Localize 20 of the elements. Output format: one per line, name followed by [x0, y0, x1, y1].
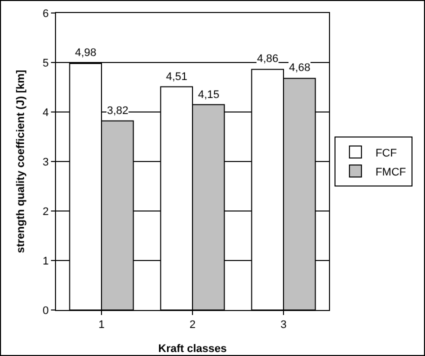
data-label: 4,51	[166, 71, 188, 83]
legend-label: FMCF	[375, 166, 406, 178]
data-label: 4,68	[289, 62, 310, 74]
y-tick-label: 4	[42, 106, 49, 119]
data-label: 4,98	[75, 47, 96, 59]
legend-label: FCF	[375, 147, 398, 160]
y-tick-label: 1	[42, 255, 49, 268]
x-tick-label: 3	[280, 319, 287, 332]
x-tick-label: 1	[98, 319, 105, 332]
data-label: 3,82	[107, 105, 128, 117]
x-axis-title: Kraft classes	[158, 343, 227, 355]
y-axis-title: strength quality coefficient (J) [km]	[15, 69, 27, 254]
y-tick-label: 5	[42, 57, 49, 70]
y-tick-label: 3	[42, 156, 49, 168]
data-label: 4,86	[257, 53, 278, 65]
x-tick-label: 2	[189, 319, 196, 332]
y-tick-label: 6	[42, 8, 49, 20]
y-tick-label: 0	[42, 304, 49, 317]
data-label: 4,15	[198, 89, 220, 101]
y-tick-label: 2	[42, 206, 49, 218]
